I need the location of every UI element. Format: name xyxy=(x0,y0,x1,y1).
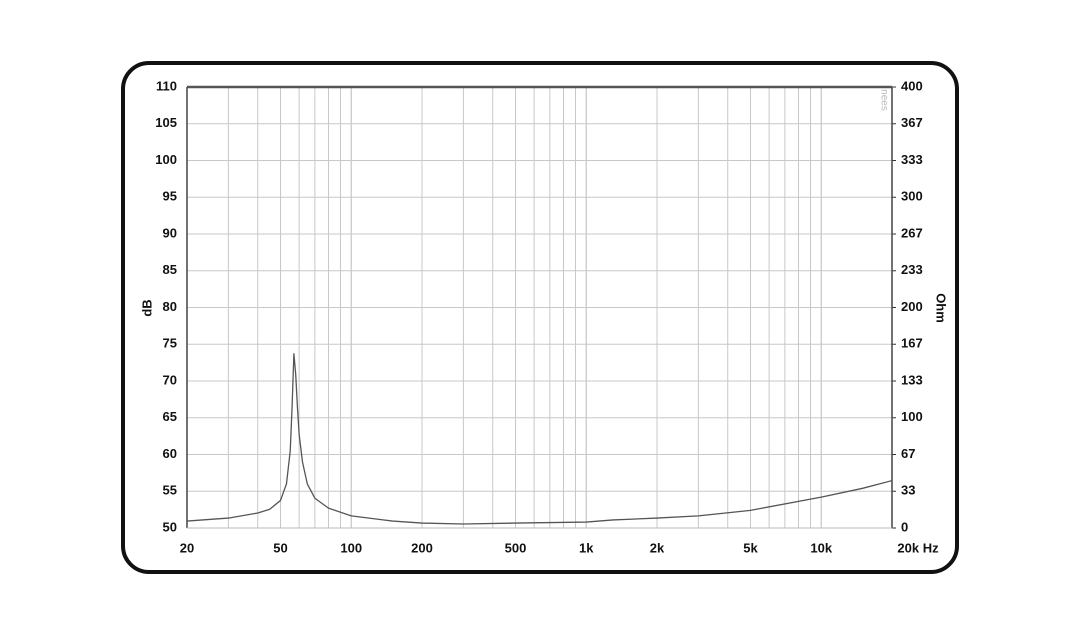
y2-tick-label: 333 xyxy=(901,152,923,167)
x-tick-label: 200 xyxy=(411,540,433,555)
y2-tick-label: 133 xyxy=(901,372,923,387)
y-tick-label: 65 xyxy=(163,409,177,424)
y2-tick-label: 400 xyxy=(901,78,923,93)
x-tick-label: 20k Hz xyxy=(897,540,939,555)
x-tick-label: 2k xyxy=(650,540,665,555)
y-axis-label: dB xyxy=(139,299,154,316)
x-tick-label: 50 xyxy=(273,540,287,555)
y-tick-label: 55 xyxy=(163,483,177,498)
watermark: nees xyxy=(878,89,889,111)
y2-tick-label: 233 xyxy=(901,262,923,277)
x-tick-label: 100 xyxy=(340,540,362,555)
y-tick-label: 60 xyxy=(163,446,177,461)
y-tick-label: 75 xyxy=(163,336,177,351)
y-tick-label: 95 xyxy=(163,189,177,204)
y2-tick-label: 167 xyxy=(901,336,923,351)
frame xyxy=(121,61,959,574)
y2-tick-label: 33 xyxy=(901,483,915,498)
y2-tick-label: 100 xyxy=(901,409,923,424)
y-tick-label: 70 xyxy=(163,372,177,387)
y2-tick-label: 0 xyxy=(901,519,908,534)
impedance-curve xyxy=(186,353,893,525)
y2-tick-label: 367 xyxy=(901,115,923,130)
y2-axis-label: Ohm xyxy=(934,293,949,323)
x-tick-label: 5k xyxy=(743,540,758,555)
y-tick-label: 100 xyxy=(155,152,177,167)
x-tick-label: 10k xyxy=(810,540,832,555)
y2-tick-label: 267 xyxy=(901,225,923,240)
y-tick-label: 80 xyxy=(163,299,177,314)
x-tick-label: 500 xyxy=(505,540,527,555)
y-tick-label: 50 xyxy=(163,519,177,534)
x-tick-label: 1k xyxy=(579,540,594,555)
y-tick-label: 90 xyxy=(163,225,177,240)
x-tick-label: 20 xyxy=(180,540,194,555)
y-tick-label: 110 xyxy=(156,78,177,93)
y2-tick-label: 67 xyxy=(901,446,915,461)
y-tick-label: 85 xyxy=(163,262,177,277)
y-tick-label: 105 xyxy=(155,115,177,130)
y2-tick-label: 300 xyxy=(901,189,923,204)
y2-tick-label: 200 xyxy=(901,299,923,314)
